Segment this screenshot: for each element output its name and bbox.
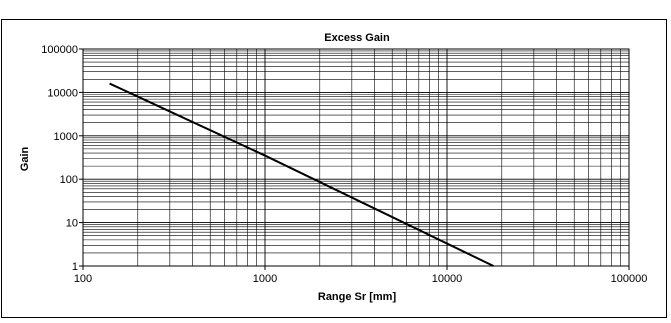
y-tick-label: 100000 [41, 44, 78, 56]
y-axis-label: Gain [19, 146, 31, 171]
y-tick-label: 10000 [47, 87, 78, 99]
x-tick-label: 10000 [432, 273, 463, 285]
chart-title: Excess Gain [324, 32, 390, 44]
grid-lines [82, 49, 629, 267]
series-group [109, 82, 494, 267]
series-line [109, 82, 494, 267]
x-axis-label: Range Sr [mm] [318, 291, 397, 303]
y-tick-label: 100 [60, 174, 78, 186]
x-tick-labels: 100 1000 10000 100000 [74, 266, 648, 285]
x-tick-label: 100 [74, 273, 92, 285]
chart-frame [1, 19, 667, 318]
y-tick-label: 1 [72, 261, 78, 273]
plot-area [82, 48, 630, 267]
x-tick-label: 100000 [611, 273, 648, 285]
y-tick-labels: 1 10 100 1000 10000 100000 [41, 44, 83, 273]
y-tick-label: 1000 [54, 131, 78, 143]
x-tick-label: 1000 [253, 273, 277, 285]
y-tick-label: 10 [66, 218, 78, 230]
